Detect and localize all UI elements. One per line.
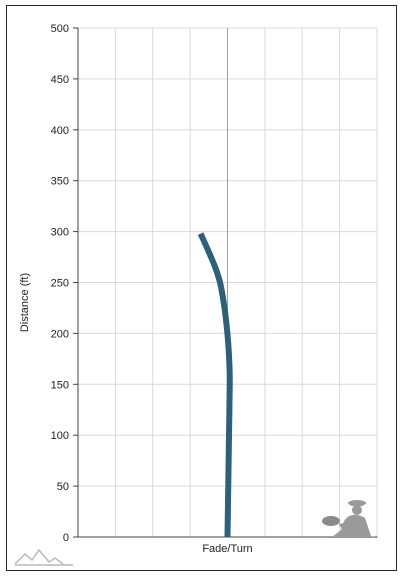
- axes: 0 50 100 150 200 250 300 350 400 450 500: [51, 23, 377, 544]
- x-axis-label: Fade/Turn: [202, 543, 252, 555]
- y-tick-label: 200: [51, 328, 69, 340]
- y-tick-label: 400: [51, 125, 69, 137]
- disc-thrower-icon: [322, 500, 379, 538]
- mountain-logo-icon: [14, 548, 73, 566]
- y-tick-label: 500: [51, 23, 69, 35]
- y-tick-label: 50: [57, 481, 69, 493]
- series-layer: [197, 232, 233, 538]
- flight-chart: 0 50 100 150 200 250 300 350 400 450 500 Distance …: [14, 23, 379, 566]
- flight-path-line: [197, 232, 233, 538]
- y-tick-label: 100: [51, 430, 69, 442]
- y-tick-label: 0: [63, 532, 69, 544]
- y-tick-label: 350: [51, 176, 69, 188]
- y-tick-label: 300: [51, 227, 69, 239]
- y-tick-label: 250: [51, 278, 69, 290]
- chart-frame: 0 50 100 150 200 250 300 350 400 450 500 Distance …: [6, 5, 397, 571]
- y-tick-label: 150: [51, 379, 69, 391]
- y-tick-label: 450: [51, 74, 69, 86]
- y-axis-label: Distance (ft): [19, 273, 31, 332]
